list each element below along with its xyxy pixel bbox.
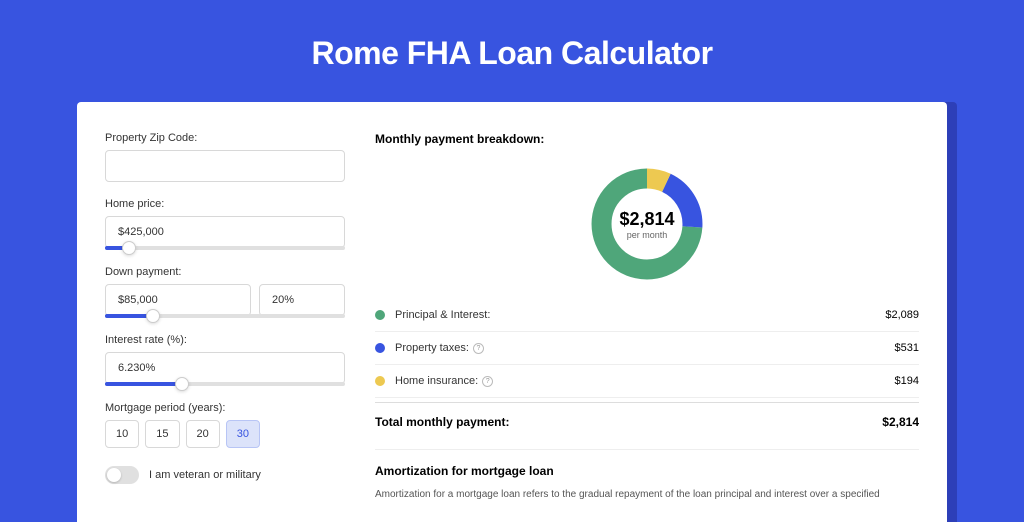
rate-label: Interest rate (%): [105,334,345,346]
period-btn-20[interactable]: 20 [186,420,220,448]
breakdown-value-principal: $2,089 [885,309,919,321]
down-slider-thumb[interactable] [146,309,160,323]
period-btn-15[interactable]: 15 [145,420,179,448]
breakdown-label-principal: Principal & Interest: [395,309,885,321]
zip-label: Property Zip Code: [105,132,345,144]
price-label: Home price: [105,198,345,210]
donut-center: $2,814 per month [587,164,707,284]
donut-amount: $2,814 [619,209,674,230]
amortization-title: Amortization for mortgage loan [375,464,919,478]
breakdown-text-insurance: Home insurance: [395,375,478,387]
price-group: Home price: [105,198,345,250]
period-btn-10[interactable]: 10 [105,420,139,448]
down-slider[interactable] [105,314,345,318]
breakdown-row-taxes: Property taxes: ? $531 [375,332,919,365]
breakdown-column: Monthly payment breakdown: $2,814 per mo… [375,132,919,522]
breakdown-text-taxes: Property taxes: [395,342,469,354]
rate-slider[interactable] [105,382,345,386]
page-title: Rome FHA Loan Calculator [0,35,1024,72]
down-group: Down payment: [105,266,345,318]
total-label: Total monthly payment: [375,415,509,429]
down-pct-input[interactable] [259,284,345,316]
veteran-row: I am veteran or military [105,466,345,484]
amortization-section: Amortization for mortgage loan Amortizat… [375,449,919,502]
veteran-label: I am veteran or military [149,469,261,481]
price-slider[interactable] [105,246,345,250]
period-group: Mortgage period (years): 10 15 20 30 [105,402,345,448]
breakdown-label-taxes: Property taxes: ? [395,342,895,354]
breakdown-title: Monthly payment breakdown: [375,132,919,146]
zip-input[interactable] [105,150,345,182]
down-label: Down payment: [105,266,345,278]
page-header: Rome FHA Loan Calculator [0,0,1024,102]
rate-slider-thumb[interactable] [175,377,189,391]
total-row: Total monthly payment: $2,814 [375,402,919,441]
dot-taxes [375,343,385,353]
total-value: $2,814 [882,415,919,429]
price-input[interactable] [105,216,345,248]
dot-principal [375,310,385,320]
rate-group: Interest rate (%): [105,334,345,386]
donut-chart-wrap: $2,814 per month [375,154,919,299]
rate-input[interactable] [105,352,345,384]
amortization-text: Amortization for a mortgage loan refers … [375,488,919,502]
veteran-toggle[interactable] [105,466,139,484]
period-buttons: 10 15 20 30 [105,420,345,448]
calculator-card: Property Zip Code: Home price: Down paym… [77,102,947,522]
info-icon[interactable]: ? [473,343,484,354]
breakdown-row-insurance: Home insurance: ? $194 [375,365,919,398]
veteran-toggle-knob [107,468,121,482]
donut-chart: $2,814 per month [587,164,707,284]
down-amount-input[interactable] [105,284,251,316]
breakdown-value-insurance: $194 [895,375,919,387]
info-icon[interactable]: ? [482,376,493,387]
breakdown-row-principal: Principal & Interest: $2,089 [375,299,919,332]
period-label: Mortgage period (years): [105,402,345,414]
donut-label: per month [627,230,668,240]
breakdown-label-insurance: Home insurance: ? [395,375,895,387]
dot-insurance [375,376,385,386]
breakdown-value-taxes: $531 [895,342,919,354]
period-btn-30[interactable]: 30 [226,420,260,448]
price-slider-thumb[interactable] [122,241,136,255]
rate-slider-fill [105,382,182,386]
form-column: Property Zip Code: Home price: Down paym… [105,132,345,522]
zip-group: Property Zip Code: [105,132,345,182]
breakdown-text-principal: Principal & Interest: [395,309,490,321]
